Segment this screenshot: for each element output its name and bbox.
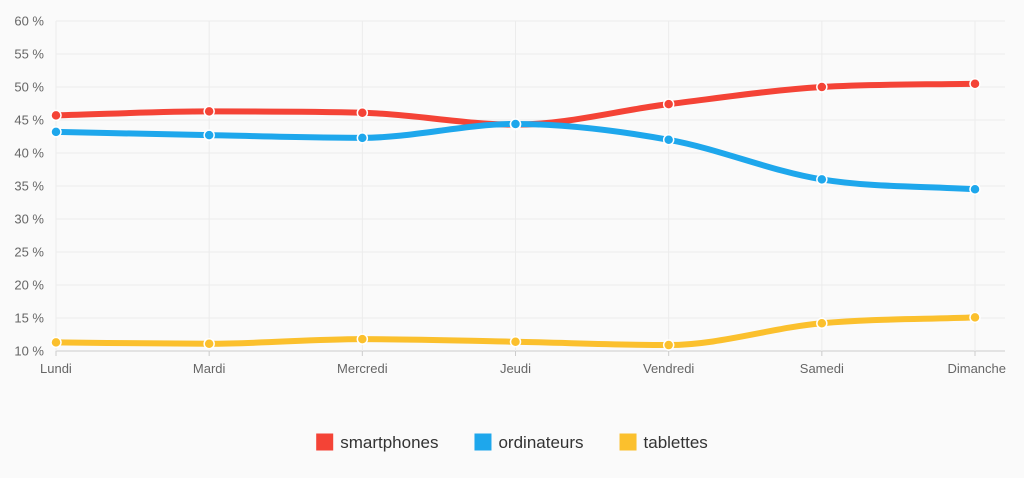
data-point-smartphones[interactable] xyxy=(969,77,981,90)
axes: 10 % 15 % 20 % 25 % 30 % 35 % 40 % 45 % 50 % 55 %… xyxy=(14,14,1006,377)
y-tick-label: 50 % xyxy=(14,80,44,95)
data-point-smartphones[interactable] xyxy=(662,98,675,110)
data-point-smartphones[interactable] xyxy=(203,105,215,118)
y-tick-label: 20 % xyxy=(14,278,44,293)
x-tick-label: Lundi xyxy=(40,361,72,376)
data-point-ordinateurs[interactable] xyxy=(969,183,981,196)
data-point-tablettes[interactable] xyxy=(816,317,828,330)
x-tick-label: Dimanche xyxy=(947,361,1006,376)
series-lines xyxy=(50,77,981,351)
data-point-smartphones[interactable] xyxy=(816,81,828,93)
data-point-ordinateurs[interactable] xyxy=(509,118,522,130)
data-point-tablettes[interactable] xyxy=(969,311,981,324)
legend-swatch xyxy=(316,433,334,451)
legend-item-tablettes[interactable]: tablettes xyxy=(619,433,708,452)
legend: smartphones ordinateurs tablettes xyxy=(316,433,708,452)
data-point-smartphones[interactable] xyxy=(356,106,369,119)
data-point-ordinateurs[interactable] xyxy=(203,129,215,141)
legend-item-smartphones[interactable]: smartphones xyxy=(316,433,438,452)
data-point-tablettes[interactable] xyxy=(662,339,675,351)
y-tick-label: 35 % xyxy=(14,179,44,194)
data-point-ordinateurs[interactable] xyxy=(662,134,675,146)
y-tick-label: 10 % xyxy=(14,344,44,359)
x-tick-label: Mardi xyxy=(193,361,226,376)
data-point-tablettes[interactable] xyxy=(203,337,215,350)
legend-label: tablettes xyxy=(644,433,708,452)
y-tick-label: 25 % xyxy=(14,245,44,260)
legend-item-ordinateurs[interactable]: ordinateurs xyxy=(474,433,584,452)
y-tick-label: 60 % xyxy=(14,14,44,29)
legend-label: smartphones xyxy=(340,433,438,452)
data-point-tablettes[interactable] xyxy=(50,336,62,349)
y-tick-label: 40 % xyxy=(14,146,44,161)
y-tick-label: 45 % xyxy=(14,113,44,128)
data-point-smartphones[interactable] xyxy=(50,109,62,122)
data-point-tablettes[interactable] xyxy=(509,336,522,348)
legend-swatch xyxy=(619,433,637,451)
y-tick-label: 55 % xyxy=(14,47,44,62)
x-tick-label: Jeudi xyxy=(500,361,531,376)
y-tick-label: 30 % xyxy=(14,212,44,227)
data-point-ordinateurs[interactable] xyxy=(816,173,828,186)
data-point-ordinateurs[interactable] xyxy=(356,132,369,144)
data-point-tablettes[interactable] xyxy=(356,333,369,345)
x-tick-label: Vendredi xyxy=(643,361,694,376)
x-tick-label: Mercredi xyxy=(337,361,388,376)
legend-swatch xyxy=(474,433,492,451)
x-tick-label: Samedi xyxy=(800,361,844,376)
legend-label: ordinateurs xyxy=(498,433,583,452)
data-point-ordinateurs[interactable] xyxy=(50,126,62,138)
y-tick-label: 15 % xyxy=(14,311,44,326)
